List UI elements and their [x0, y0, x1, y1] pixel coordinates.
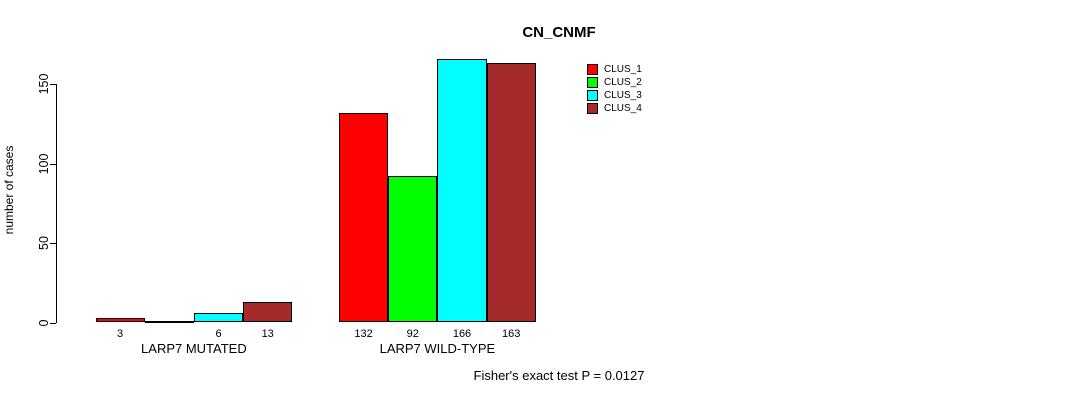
- legend-label: CLUS_1: [604, 64, 642, 75]
- bar-clus_1: [339, 112, 389, 323]
- y-axis-tick-label: 150: [37, 73, 51, 95]
- bar-clus_1: [95, 317, 145, 323]
- bar-value-label: 166: [452, 328, 472, 340]
- bar-value-label: 3: [117, 328, 124, 340]
- legend-swatch-clus_3: [587, 90, 598, 101]
- legend-item-clus_4: CLUS_4: [587, 102, 642, 115]
- category-label: LARP7 WILD-TYPE: [379, 341, 496, 356]
- y-axis-tick: [50, 243, 56, 244]
- bar-clus_2-zero: [144, 321, 194, 323]
- bar-clus_2: [388, 176, 438, 323]
- bar-clus_4: [486, 63, 536, 323]
- statistical-test-annotation: Fisher's exact test P = 0.0127: [473, 368, 645, 383]
- y-axis-tick: [50, 322, 56, 324]
- y-axis-tick: [50, 84, 56, 85]
- y-axis-tick-label: 100: [37, 153, 51, 174]
- chart-title: CN_CNMF: [522, 24, 596, 41]
- y-axis-tick-label: 50: [37, 236, 51, 250]
- legend-label: CLUS_3: [604, 90, 642, 101]
- legend-swatch-clus_1: [587, 64, 598, 75]
- legend-label: CLUS_2: [604, 77, 642, 88]
- bar-value-label: 13: [261, 328, 274, 340]
- bar-clus_3: [193, 312, 244, 323]
- legend-swatch-clus_2: [587, 77, 598, 88]
- y-axis-line: [56, 84, 57, 323]
- bar-value-label: 92: [406, 328, 419, 340]
- y-axis-label: number of cases: [2, 145, 16, 235]
- legend-item-clus_1: CLUS_1: [587, 63, 642, 76]
- category-label: LARP7 MUTATED: [141, 341, 247, 356]
- bar-value-label: 163: [502, 328, 521, 340]
- bar-clus_3: [437, 58, 487, 323]
- bar-value-label: 132: [354, 328, 373, 340]
- y-axis-tick-label: 0: [37, 319, 51, 326]
- legend-swatch-clus_4: [587, 103, 598, 114]
- y-axis-tick: [50, 163, 56, 165]
- bar-clus_4: [243, 301, 293, 323]
- legend-item-clus_3: CLUS_3: [587, 89, 642, 102]
- legend-item-clus_2: CLUS_2: [587, 76, 642, 89]
- legend-label: CLUS_4: [604, 103, 642, 114]
- bar-value-label: 6: [215, 328, 222, 340]
